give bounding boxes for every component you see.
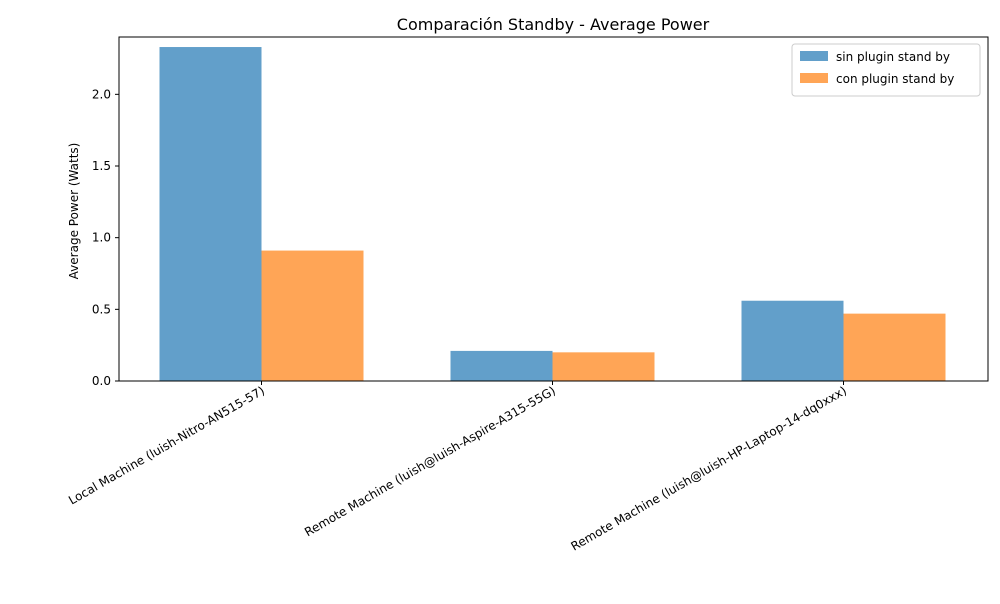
bar-series2-cat3	[843, 313, 946, 381]
legend-swatch-1	[800, 51, 828, 61]
y-tick-label: 1.5	[92, 159, 111, 173]
bar-series1-cat1	[159, 47, 262, 382]
legend-box	[791, 43, 981, 97]
legend-label-2: con plugin stand by	[836, 72, 954, 86]
x-tick-label: Remote Machine (luish@luish-Aspire-A315-…	[302, 383, 558, 539]
y-tick-label: 1.0	[92, 231, 111, 245]
bar-series2-cat2	[552, 352, 655, 381]
bar-series2-cat1	[261, 250, 364, 381]
bar-series1-cat3	[741, 300, 844, 381]
chart-title: Comparación Standby - Average Power	[397, 15, 710, 34]
y-tick-label: 0.5	[92, 302, 111, 316]
plot-frame	[118, 36, 989, 382]
y-tick-label: 0.0	[92, 374, 111, 388]
y-tick-label: 2.0	[92, 87, 111, 101]
legend-swatch-2	[800, 73, 828, 83]
x-tick-label: Remote Machine (luish@luish-HP-Laptop-14…	[568, 383, 849, 553]
legend-label-1: sin plugin stand by	[836, 50, 950, 64]
y-axis-label: Average Power (Watts)	[67, 143, 81, 280]
x-tick-label: Local Machine (luish-Nitro-AN515-57)	[66, 383, 267, 507]
bar-series1-cat2	[450, 350, 553, 381]
legend: sin plugin stand by con plugin stand by	[791, 43, 981, 97]
